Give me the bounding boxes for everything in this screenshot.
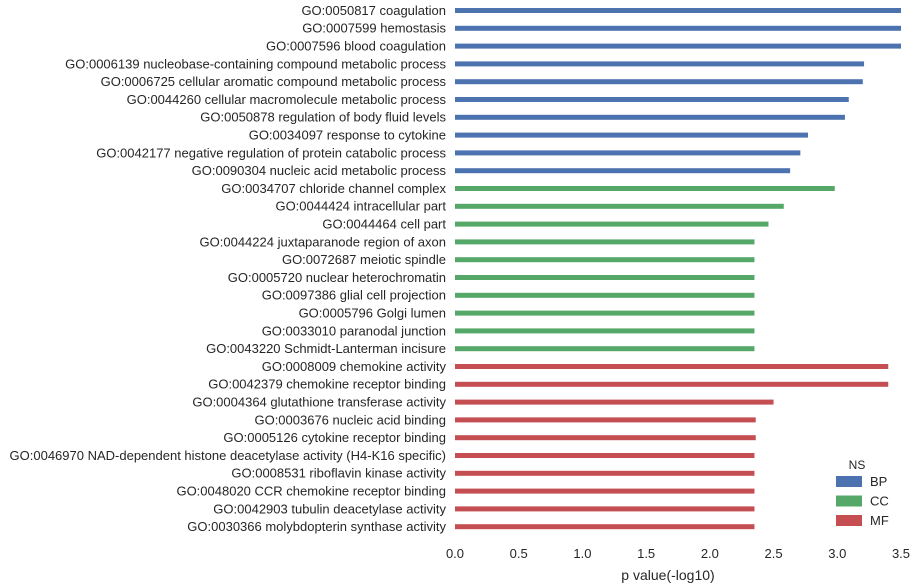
bar-cc [455,221,769,227]
category-label: GO:0007599 hemostasis [302,21,446,36]
x-tick-label: 1.5 [637,546,655,561]
legend-label: MF [870,513,889,528]
category-label: GO:0044224 juxtaparanode region of axon [200,234,446,249]
category-label: GO:0046970 NAD-dependent histone deacety… [10,448,446,463]
category-label: GO:0006139 nucleobase-containing compoun… [65,56,446,71]
bar-bp [455,132,808,138]
bar-mf [455,488,755,494]
category-label: GO:0034707 chloride channel complex [221,181,446,196]
x-tick-label: 3.5 [892,546,910,561]
category-label: GO:0006725 cellular aromatic compound me… [101,74,447,89]
x-tick-label: 3.0 [828,546,846,561]
category-label: GO:0042903 tubulin deacetylase activity [213,501,446,516]
bar-mf [455,435,756,441]
category-label: GO:0042177 negative regulation of protei… [96,145,446,160]
bar-mf [455,381,889,387]
category-label: GO:0004364 glutathione transferase activ… [192,395,446,410]
x-tick-label: 2.0 [701,546,719,561]
x-axis-label: p value(-log10) [621,567,714,583]
bar-mf [455,399,774,405]
x-tick-label: 0.5 [510,546,528,561]
bar-mf [455,524,755,530]
bar-mf [455,364,889,369]
legend-swatch-bp [836,476,862,487]
bar-cc [455,239,755,245]
category-label: GO:0005126 cytokine receptor binding [223,430,446,445]
bar-cc [455,257,755,263]
bar-bp [455,25,901,31]
bar-cc [455,310,755,316]
x-axis-ticks: 0.0 0.5 1.0 1.5 2.0 2.5 3.0 3.5 [446,546,910,561]
category-label: GO:0042379 chemokine receptor binding [208,377,446,392]
bar-cc [455,186,835,191]
bar-mf [455,470,755,476]
legend-swatch-mf [836,515,862,526]
category-label: GO:0050878 regulation of body fluid leve… [200,110,446,125]
bar-cc [455,292,755,298]
bar-bp [455,61,865,67]
bar-cc [455,346,755,352]
legend-title: NS [849,458,866,472]
bar-bp [455,43,901,49]
category-label: GO:0007596 blood coagulation [266,39,446,54]
category-label: GO:0072687 meiotic spindle [282,252,446,267]
bar-cc [455,328,755,334]
bar-group [455,8,901,530]
category-label: GO:0003676 nucleic acid binding [254,412,446,427]
x-tick-label: 0.0 [446,546,464,561]
legend-label: BP [870,474,887,489]
bar-bp [455,79,863,85]
category-label: GO:0090304 nucleic acid metabolic proces… [192,163,447,178]
category-label: GO:0008009 chemokine activity [262,359,447,374]
category-label: GO:0034097 response to cytokine [249,128,446,143]
bar-bp [455,168,791,174]
bar-mf [455,453,755,458]
category-label: GO:0033010 paranodal junction [262,323,446,338]
category-labels: GO:0050817 coagulation GO:0007599 hemosta… [10,3,447,534]
category-label: GO:0043220 Schmidt-Lanterman incisure [206,341,446,356]
legend-swatch-cc [836,495,862,507]
category-label: GO:0005720 nuclear heterochromatin [228,270,446,285]
bar-cc [455,275,755,280]
category-label: GO:0030366 molybdopterin synthase activi… [187,519,446,534]
category-label: GO:0048020 CCR chemokine receptor bindin… [176,484,446,499]
legend-label: CC [870,494,889,509]
bar-bp [455,97,849,102]
x-tick-label: 1.0 [573,546,591,561]
category-label: GO:0044424 intracellular part [275,199,446,214]
x-tick-label: 2.5 [765,546,783,561]
bar-mf [455,506,755,512]
bar-cc [455,203,784,209]
bar-mf [455,417,756,423]
legend: NS BP CC MF [836,458,889,528]
bar-bp [455,114,845,120]
category-label: GO:0097386 glial cell projection [262,288,446,303]
bar-bp [455,8,901,13]
category-label: GO:0044464 cell part [322,217,446,232]
category-label: GO:0050817 coagulation [301,3,446,18]
category-label: GO:0005796 Golgi lumen [299,306,446,321]
category-label: GO:0008531 riboflavin kinase activity [231,466,446,481]
bar-bp [455,150,801,156]
category-label: GO:0044260 cellular macromolecule metabo… [127,92,447,107]
